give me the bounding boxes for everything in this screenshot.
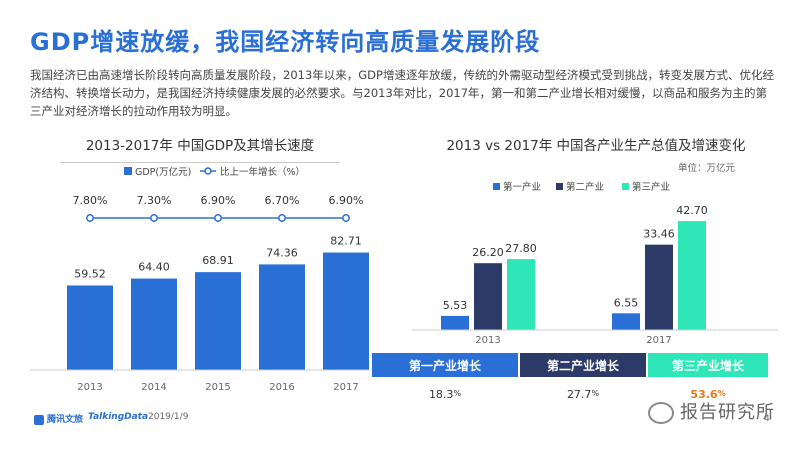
gdp-bar-label: 59.52	[74, 267, 106, 280]
intro-paragraph: 我国经济已由高速增长阶段转向高质量发展阶段，2013年以来，GDP增速逐年放缓，…	[30, 68, 774, 118]
growth-point	[150, 214, 158, 222]
gdp-bar-label: 74.36	[266, 246, 298, 259]
industry-bar	[507, 259, 535, 330]
gdp-chart-title: 2013-2017年 中国GDP及其增长速度	[86, 138, 314, 154]
industry-legend-label: 第三产业	[632, 181, 670, 193]
growth-value-number: 18.3	[429, 388, 454, 401]
industry-bar-label: 33.46	[643, 228, 675, 241]
gdp-bar-label: 68.91	[202, 254, 234, 267]
wechat-icon	[648, 402, 674, 424]
legend-line-marker	[204, 167, 212, 175]
tencent-logo-icon	[34, 414, 44, 425]
growth-point-label: 6.70%	[265, 194, 300, 207]
growth-point-label: 7.80%	[73, 194, 108, 207]
industry-bar-label: 27.80	[505, 242, 537, 255]
industry-bar-label: 6.55	[614, 296, 639, 309]
legend-bar-swatch	[124, 167, 132, 175]
gdp-x-tick-label: 2014	[141, 382, 166, 393]
industry-bar	[645, 244, 673, 330]
growth-value-unit: %	[453, 389, 461, 398]
industry-legend-label: 第一产业	[503, 181, 541, 193]
industry-bar-label: 26.20	[472, 246, 504, 259]
page-title: GDP增速放缓，我国经济转向高质量发展阶段	[30, 28, 541, 56]
industry-legend-swatch	[622, 183, 629, 190]
footer-date: 2019/1/9	[148, 412, 189, 422]
gdp-x-tick-label: 2015	[205, 382, 230, 393]
page-number: 4	[764, 414, 770, 424]
legend-bar-label: GDP(万亿元)	[135, 166, 191, 178]
growth-table-header-cell	[648, 353, 768, 377]
wechat-account-name: 报告研究所	[680, 402, 775, 423]
gdp-x-tick-label: 2017	[333, 382, 358, 393]
gdp-x-tick-label: 2013	[77, 382, 102, 393]
growth-table-header-label: 第一产业增长	[409, 358, 482, 373]
logo-talkingdata: TalkingData	[88, 412, 149, 422]
growth-point	[214, 214, 222, 222]
growth-table-header-label: 第二产业增长	[547, 358, 620, 373]
logo-tencent-text: 腾讯文旅	[47, 415, 84, 425]
gdp-bar-label: 82.71	[330, 235, 362, 248]
growth-table-header-label: 第三产业增长	[672, 358, 745, 373]
growth-value-number: 27.7	[567, 388, 592, 401]
growth-table-header-cell	[372, 353, 518, 377]
growth-value-unit: %	[591, 389, 599, 398]
growth-point	[86, 214, 94, 222]
growth-point	[342, 214, 350, 222]
legend-line-label: 比上一年增长（%）	[220, 166, 305, 178]
logo-tencent: 腾讯文旅	[34, 412, 83, 425]
gdp-chart-legend: GDP(万亿元) 比上一年增长（%）	[124, 166, 305, 178]
industry-x-tick-label: 2017	[646, 335, 671, 346]
growth-point-label: 6.90%	[201, 194, 236, 207]
industry-bar	[612, 313, 640, 330]
industry-x-tick-label: 2013	[475, 335, 500, 346]
growth-value-unit: %	[718, 389, 726, 398]
growth-table-value: 27.7%	[567, 388, 600, 401]
growth-table-value: 18.3%	[429, 388, 462, 401]
growth-value-number: 53.6	[690, 388, 717, 401]
industry-bar-label: 5.53	[443, 299, 468, 312]
industry-legend-swatch	[556, 183, 563, 190]
growth-point-label: 6.90%	[329, 194, 364, 207]
industry-bar	[678, 221, 706, 330]
industry-bar-label: 42.70	[676, 204, 708, 217]
left-chart-title-divider	[60, 162, 340, 163]
wechat-watermark: 报告研究所	[648, 398, 775, 424]
gdp-bar	[131, 278, 177, 370]
gdp-bar-label: 64.40	[138, 261, 170, 274]
industry-chart-title: 2013 vs 2017年 中国各产业生产总值及增速变化	[446, 138, 745, 154]
industry-bar	[474, 263, 502, 330]
gdp-bar	[67, 285, 113, 370]
gdp-bar	[259, 264, 305, 370]
growth-point	[278, 214, 286, 222]
growth-point-label: 7.30%	[137, 194, 172, 207]
industry-bar	[441, 315, 469, 330]
gdp-bar	[195, 272, 241, 370]
growth-table-header-cell	[520, 353, 646, 377]
gdp-x-tick-label: 2016	[269, 382, 294, 393]
industry-legend-swatch	[493, 183, 500, 190]
growth-table-value: 53.6%	[690, 388, 725, 401]
industry-legend-label: 第二产业	[566, 181, 604, 193]
industry-chart-unit: 单位：万亿元	[678, 162, 736, 174]
gdp-bar	[323, 252, 369, 370]
